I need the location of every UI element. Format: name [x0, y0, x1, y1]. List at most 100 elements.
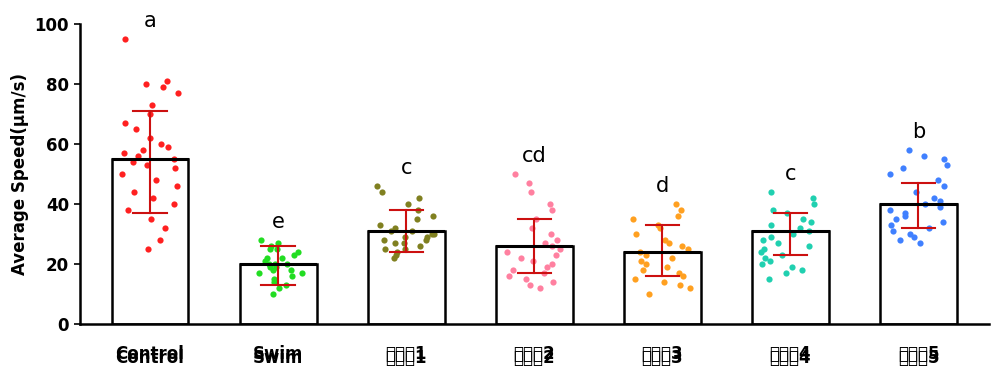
Point: [270, 240, 286, 246]
Point: [116, 150, 132, 156]
Text: 实施例2: 实施例2: [513, 349, 555, 367]
Point: [290, 249, 306, 255]
Point: [659, 264, 675, 270]
Point: [170, 90, 186, 96]
Point: [411, 195, 427, 201]
Point: [128, 126, 144, 132]
Point: [152, 237, 168, 243]
Point: [376, 237, 392, 243]
Text: a: a: [144, 11, 156, 31]
Point: [754, 261, 770, 267]
Point: [140, 246, 156, 252]
Point: [155, 84, 171, 90]
Point: [785, 231, 801, 237]
Point: [542, 201, 558, 207]
Point: [897, 213, 913, 219]
Bar: [624, 252, 701, 324]
Point: [682, 285, 698, 291]
Point: [372, 222, 388, 228]
Point: [671, 270, 687, 276]
Point: [369, 183, 385, 189]
Point: [135, 147, 151, 153]
Point: [528, 216, 544, 222]
Point: [801, 243, 817, 249]
Point: [374, 189, 390, 195]
Point: [153, 141, 169, 147]
Text: c: c: [785, 164, 796, 184]
Point: [117, 120, 133, 126]
Point: [400, 201, 416, 207]
Point: [670, 213, 686, 219]
Point: [532, 285, 548, 291]
Text: 实施例1: 实施例1: [385, 349, 427, 367]
Point: [166, 156, 182, 162]
Point: [932, 198, 948, 204]
Point: [912, 240, 928, 246]
Point: [921, 225, 937, 231]
Point: [518, 276, 534, 282]
Point: [268, 264, 284, 270]
Point: [761, 276, 777, 282]
Point: [661, 240, 677, 246]
Point: [652, 225, 668, 231]
Point: [259, 255, 275, 261]
Text: 实施例3: 实施例3: [641, 345, 683, 363]
Bar: [240, 264, 317, 324]
Point: [262, 264, 278, 270]
Point: [126, 189, 142, 195]
Point: [114, 171, 130, 177]
Point: [167, 165, 183, 171]
Point: [906, 234, 922, 240]
Point: [499, 249, 515, 255]
Point: [936, 156, 952, 162]
Text: 实施例4: 实施例4: [770, 349, 811, 367]
Point: [627, 276, 643, 282]
Point: [139, 162, 155, 168]
Y-axis label: Average Speed(μm/s): Average Speed(μm/s): [11, 73, 29, 275]
Point: [778, 270, 794, 276]
Point: [755, 237, 771, 243]
Point: [144, 102, 160, 108]
Point: [935, 219, 951, 225]
Point: [404, 228, 420, 234]
Point: [426, 231, 442, 237]
Point: [536, 270, 552, 276]
Text: b: b: [912, 122, 925, 143]
Point: [418, 237, 434, 243]
Text: Control: Control: [116, 345, 184, 363]
Point: [763, 189, 779, 195]
Point: [784, 264, 800, 270]
Point: [930, 177, 946, 183]
Point: [125, 159, 141, 165]
Text: 实施例5: 实施例5: [898, 345, 939, 363]
Text: Control: Control: [116, 349, 184, 367]
Point: [632, 249, 648, 255]
Text: 实施例5: 实施例5: [898, 349, 939, 367]
Point: [169, 183, 185, 189]
Point: [388, 252, 404, 258]
Point: [396, 240, 412, 246]
Point: [265, 291, 281, 297]
Point: [548, 252, 564, 258]
Point: [939, 162, 955, 168]
Point: [269, 246, 285, 252]
Text: cd: cd: [522, 146, 547, 166]
Point: [792, 225, 808, 231]
Point: [278, 282, 294, 288]
Point: [261, 261, 277, 267]
Text: Swim: Swim: [253, 345, 303, 363]
Point: [525, 258, 541, 264]
Point: [635, 267, 651, 273]
Bar: [496, 246, 573, 324]
Point: [143, 216, 159, 222]
Point: [513, 255, 529, 261]
Point: [674, 243, 690, 249]
Point: [148, 177, 164, 183]
Point: [916, 153, 932, 159]
Point: [544, 243, 560, 249]
Point: [633, 258, 649, 264]
Point: [638, 261, 654, 267]
Point: [266, 276, 282, 282]
Point: [262, 246, 278, 252]
Point: [387, 240, 403, 246]
